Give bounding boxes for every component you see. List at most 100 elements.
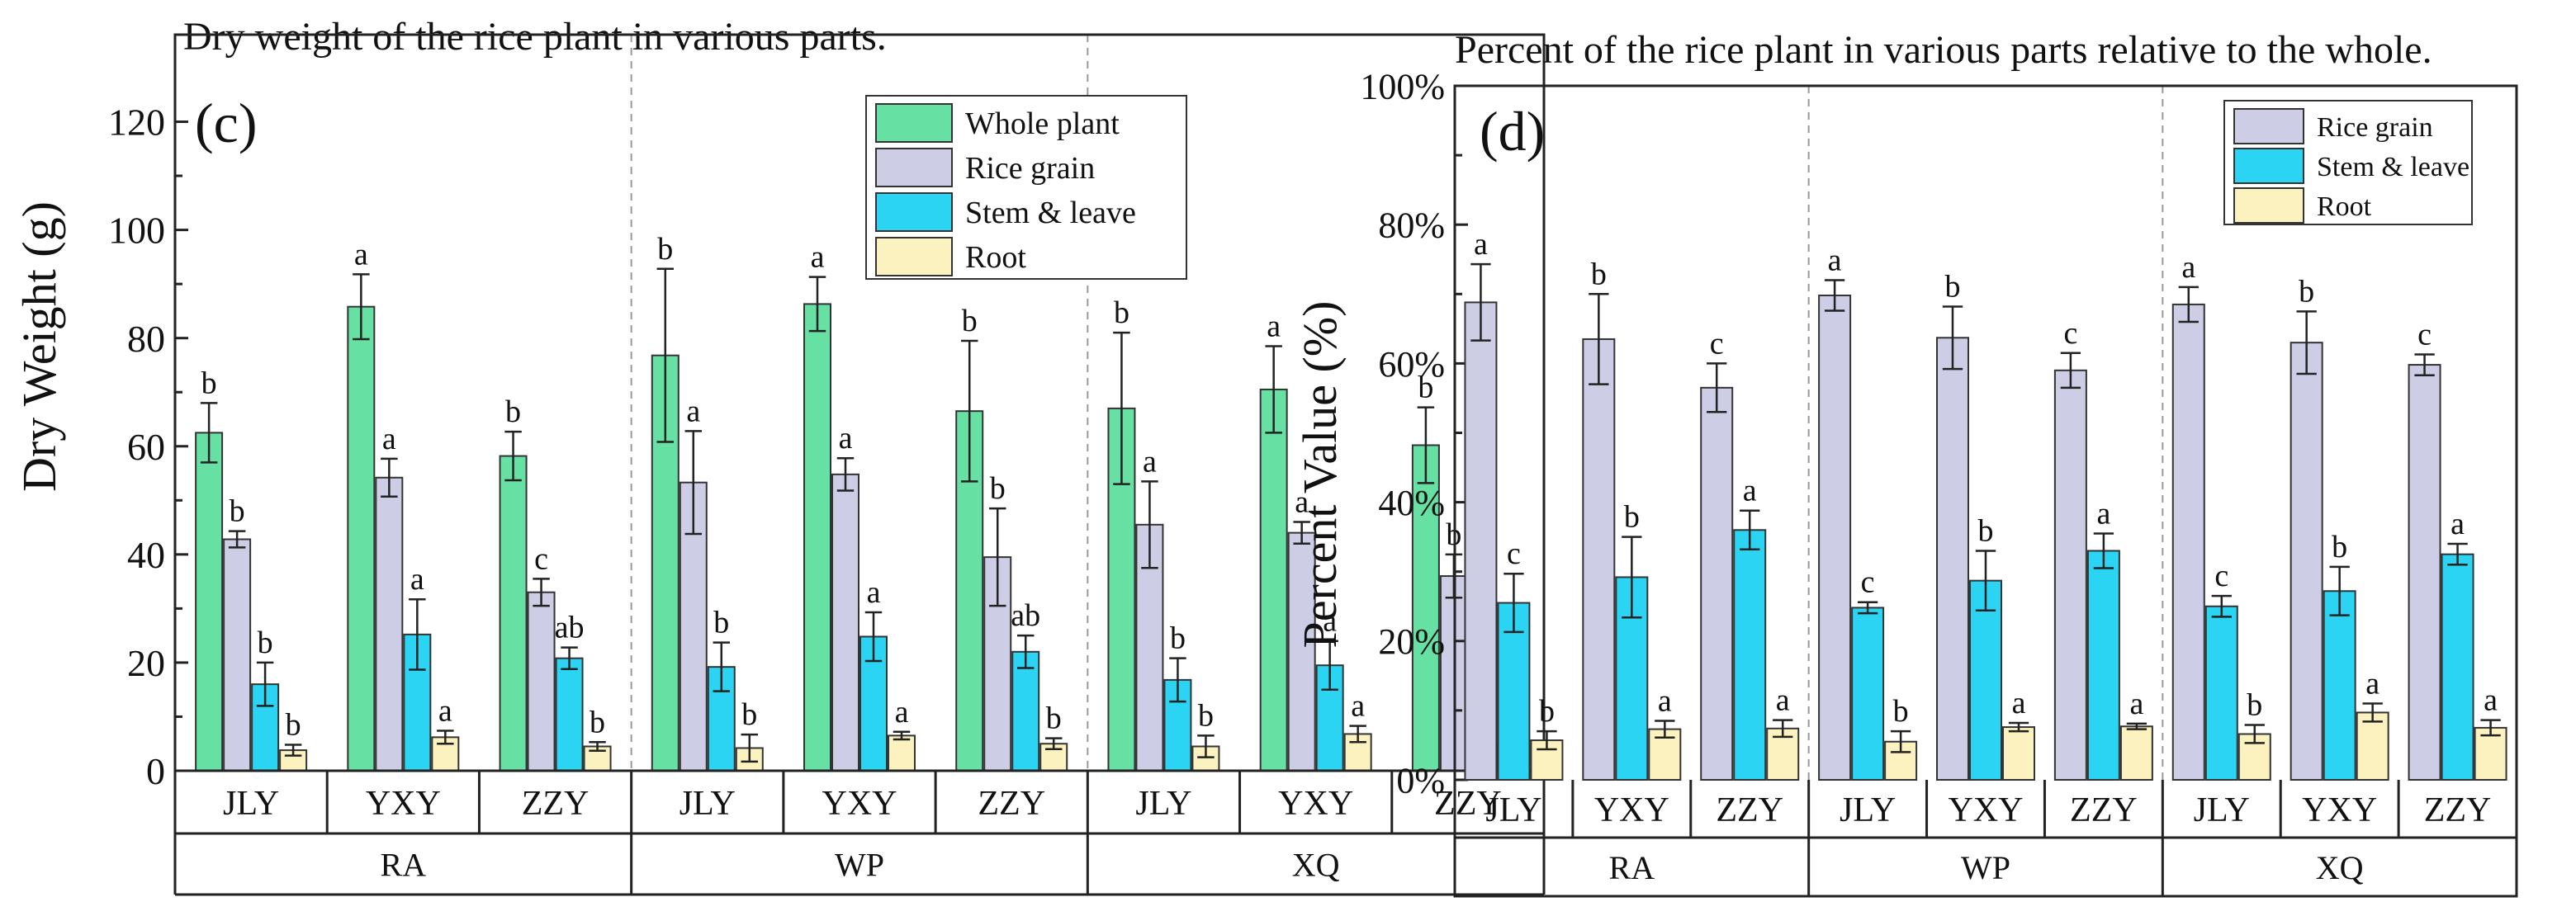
bar-rice-grain: [527, 591, 556, 772]
significance-letter: c: [1507, 536, 1521, 571]
legend-label: Stem & leave: [2317, 152, 2469, 182]
bar-root: [888, 734, 916, 772]
panel-c-error-bars: [200, 267, 1519, 763]
legend-swatch-root: [2233, 187, 2304, 224]
y-tick-label: 20%: [1378, 621, 1445, 662]
bar-rice-grain: [375, 476, 404, 772]
significance-letter: a: [2484, 683, 2498, 718]
panel-d-title: Percent of the rice plant in various par…: [1455, 28, 2432, 72]
category-label: JLY: [2194, 791, 2250, 829]
category-label: JLY: [1840, 791, 1896, 829]
significance-letter: b: [1945, 269, 1961, 304]
significance-letter: b: [590, 705, 605, 739]
panel-c-ylabel: Dry Weight (g): [12, 201, 66, 492]
category-label: ZZY: [522, 785, 590, 823]
significance-letter: b: [505, 394, 521, 429]
bar-root: [1191, 745, 1220, 772]
significance-letter: a: [382, 422, 396, 456]
legend-swatch-stem-leave: [875, 192, 953, 232]
group-label: XQ: [1292, 846, 1340, 883]
significance-letter: c: [2063, 316, 2077, 351]
significance-letter: a: [438, 694, 452, 729]
significance-letter: ab: [555, 611, 585, 645]
significance-letter: b: [990, 471, 1006, 506]
bar-rice-grain: [1464, 301, 1498, 781]
bar-stem-leave: [2204, 605, 2238, 781]
bar-root: [2474, 726, 2507, 781]
y-tick-label: 40%: [1378, 483, 1445, 523]
significance-letter: a: [1474, 227, 1488, 262]
significance-letter: b: [201, 366, 217, 400]
category-label: ZZY: [1434, 785, 1502, 823]
significance-letter: ab: [1011, 598, 1040, 633]
significance-letter: b: [1170, 621, 1186, 656]
bar-rice-grain: [1818, 294, 1852, 781]
bar-whole-plant: [499, 455, 528, 772]
panel-c-label: (c): [195, 92, 257, 154]
legend-label: Root: [2317, 191, 2372, 222]
bar-rice-grain: [2053, 369, 2087, 781]
significance-letter: b: [1978, 513, 1994, 548]
significance-letter: a: [686, 394, 700, 428]
bar-whole-plant: [347, 305, 376, 772]
significance-letter: a: [2129, 687, 2143, 721]
panel-d-chart: Percent of the rice plant in various par…: [1293, 28, 2518, 898]
y-tick-label: 80: [127, 318, 165, 360]
legend-label: Rice grain: [965, 151, 1095, 186]
category-label: JLY: [223, 785, 279, 823]
legend-label: Root: [965, 240, 1026, 275]
bar-stem-leave: [1011, 650, 1040, 772]
significance-letter: b: [1539, 694, 1555, 729]
significance-letter: a: [895, 695, 909, 729]
bar-stem-leave: [1733, 529, 1767, 781]
significance-letter: a: [1323, 604, 1337, 639]
category-label: JLY: [1485, 791, 1541, 829]
panel-c-legend: Whole plant Rice grain Stem & leave Root: [865, 95, 1187, 280]
category-label: YXY: [366, 785, 441, 823]
panel-c-significance-letters: bbbbaaaabcabbbabbaaaabbabbbabbaaaabbabb: [201, 232, 1518, 743]
significance-letter: a: [867, 575, 881, 610]
bar-whole-plant: [803, 303, 831, 772]
significance-letter: b: [2332, 530, 2347, 564]
group-label: RA: [381, 846, 427, 883]
significance-letter: b: [258, 626, 273, 660]
group-label: RA: [1609, 849, 1655, 886]
group-label: WP: [1961, 849, 2010, 886]
bar-stem-leave: [1969, 579, 2002, 781]
y-tick-label: 20: [127, 642, 165, 684]
significance-letter: b: [2247, 688, 2262, 723]
significance-letter: b: [1893, 694, 1909, 729]
bar-stem-leave: [2323, 590, 2356, 781]
category-label: YXY: [1278, 785, 1353, 823]
significance-letter: a: [2451, 507, 2465, 541]
y-tick-label: 40: [127, 534, 165, 576]
significance-letter: b: [2299, 274, 2314, 309]
bar-root: [2119, 725, 2153, 781]
legend-swatch-rice-grain: [875, 148, 953, 187]
group-label: WP: [835, 846, 884, 883]
legend-swatch-whole-plant: [875, 103, 953, 143]
y-tick-label: 60%: [1378, 344, 1445, 385]
panel-d-label: (d): [1480, 100, 1545, 163]
significance-letter: a: [1743, 474, 1757, 508]
significance-letter: a: [1267, 309, 1281, 344]
significance-letter: a: [2181, 250, 2195, 285]
significance-letter: b: [286, 708, 301, 743]
panel-d-group-separators: [1807, 86, 2164, 780]
significance-letter: a: [811, 240, 825, 275]
significance-letter: a: [839, 421, 853, 456]
significance-letter: b: [1114, 295, 1129, 330]
significance-letter: b: [741, 697, 757, 732]
category-label: ZZY: [978, 785, 1045, 823]
panel-d-significance-letters: a c b b b a c a a a c b b b a c a a a c b b b a c a a: [1474, 227, 2498, 729]
panel-d-category-axis: JLY YXY ZZY JLY YXY ZZY JLY YXY ZZY RA WP XQ: [1453, 780, 2518, 898]
bar-rice-grain: [1700, 386, 1734, 781]
significance-letter: c: [2214, 559, 2228, 593]
category-label: YXY: [1594, 791, 1669, 829]
significance-letter: b: [657, 232, 673, 267]
bar-stem-leave: [555, 657, 584, 772]
bar-rice-grain: [2290, 342, 2323, 781]
category-label: ZZY: [2070, 791, 2138, 829]
